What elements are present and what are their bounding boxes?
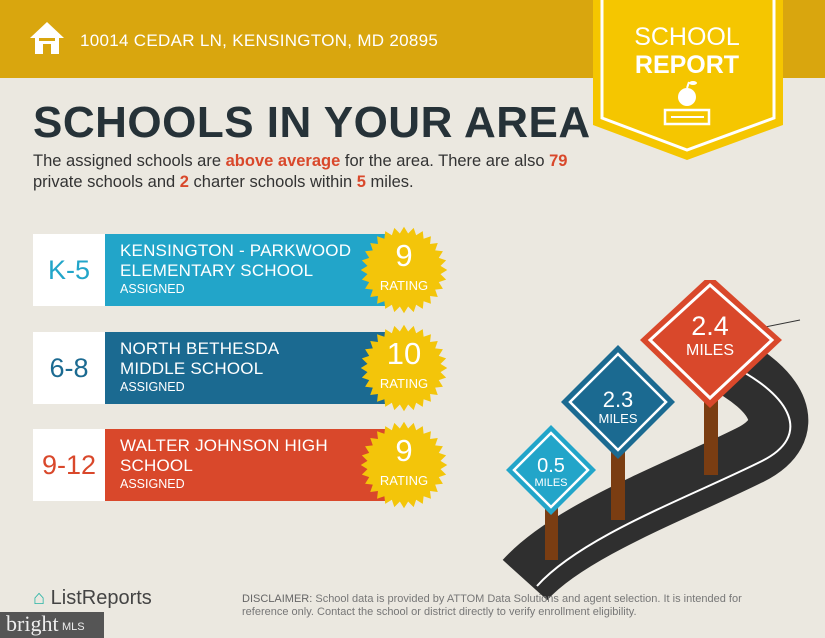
grade-range: 9-12 <box>33 429 105 501</box>
rating-value: 9 <box>395 238 413 273</box>
rating-label: RATING <box>379 278 429 293</box>
school-row: K-5 KENSINGTON - PARKWOOD ELEMENTARY SCHO… <box>33 226 453 314</box>
disclaimer: DISCLAIMER: School data is provided by A… <box>242 593 742 618</box>
grade-range: 6-8 <box>33 332 105 404</box>
school-info: WALTER JOHNSON HIGH SCHOOL ASSIGNED <box>105 429 390 501</box>
distance-sign-2.3-text: 2.3 MILES <box>598 387 638 427</box>
rating-value: 10 <box>386 336 422 371</box>
badge-line1: SCHOOL <box>634 23 740 51</box>
distance-sign-0.5 <box>506 425 596 515</box>
apple-books-icon <box>663 81 711 126</box>
school-row: 9-12 WALTER JOHNSON HIGH SCHOOL ASSIGNED … <box>33 421 453 509</box>
listreports-logo: ⌂ ListReports <box>33 587 152 609</box>
school-status: ASSIGNED <box>120 477 185 491</box>
distance-sign-2.4 <box>640 280 782 408</box>
school-report-badge <box>593 0 783 160</box>
distance-sign-0.5-text: 0.5 MILES <box>534 455 568 489</box>
bright-mls-watermark: bright MLS <box>0 612 104 638</box>
school-status: ASSIGNED <box>120 282 185 296</box>
rating-value: 9 <box>395 433 413 468</box>
distance-sign-2.4-text: 2.4 MILES <box>685 311 734 359</box>
school-name: KENSINGTON - PARKWOOD ELEMENTARY SCHOOL <box>120 241 352 280</box>
rating-label: RATING <box>379 473 429 488</box>
school-info: NORTH BETHESDA MIDDLE SCHOOL ASSIGNED <box>105 332 390 404</box>
distance-sign-2.3 <box>561 345 675 459</box>
school-row: 6-8 NORTH BETHESDA MIDDLE SCHOOL ASSIGNED… <box>33 324 453 412</box>
house-icon <box>30 22 64 54</box>
rating-label: RATING <box>379 376 429 391</box>
rating-starburst-icon <box>360 421 448 509</box>
property-address: 10014 CEDAR LN, KENSINGTON, MD 20895 <box>80 31 439 50</box>
road-illustration <box>502 280 809 601</box>
school-name: NORTH BETHESDA MIDDLE SCHOOL <box>120 339 280 378</box>
rating-starburst-icon <box>360 324 448 412</box>
intro-text: The assigned schools are above average f… <box>33 152 568 191</box>
school-info: KENSINGTON - PARKWOOD ELEMENTARY SCHOOL A… <box>105 234 390 306</box>
badge-line2: REPORT <box>634 51 740 79</box>
school-status: ASSIGNED <box>120 380 185 394</box>
school-name: WALTER JOHNSON HIGH SCHOOL <box>120 436 328 475</box>
grade-range: K-5 <box>33 234 105 306</box>
rating-starburst-icon <box>360 226 448 314</box>
page-title: SCHOOLS IN YOUR AREA <box>33 98 591 147</box>
